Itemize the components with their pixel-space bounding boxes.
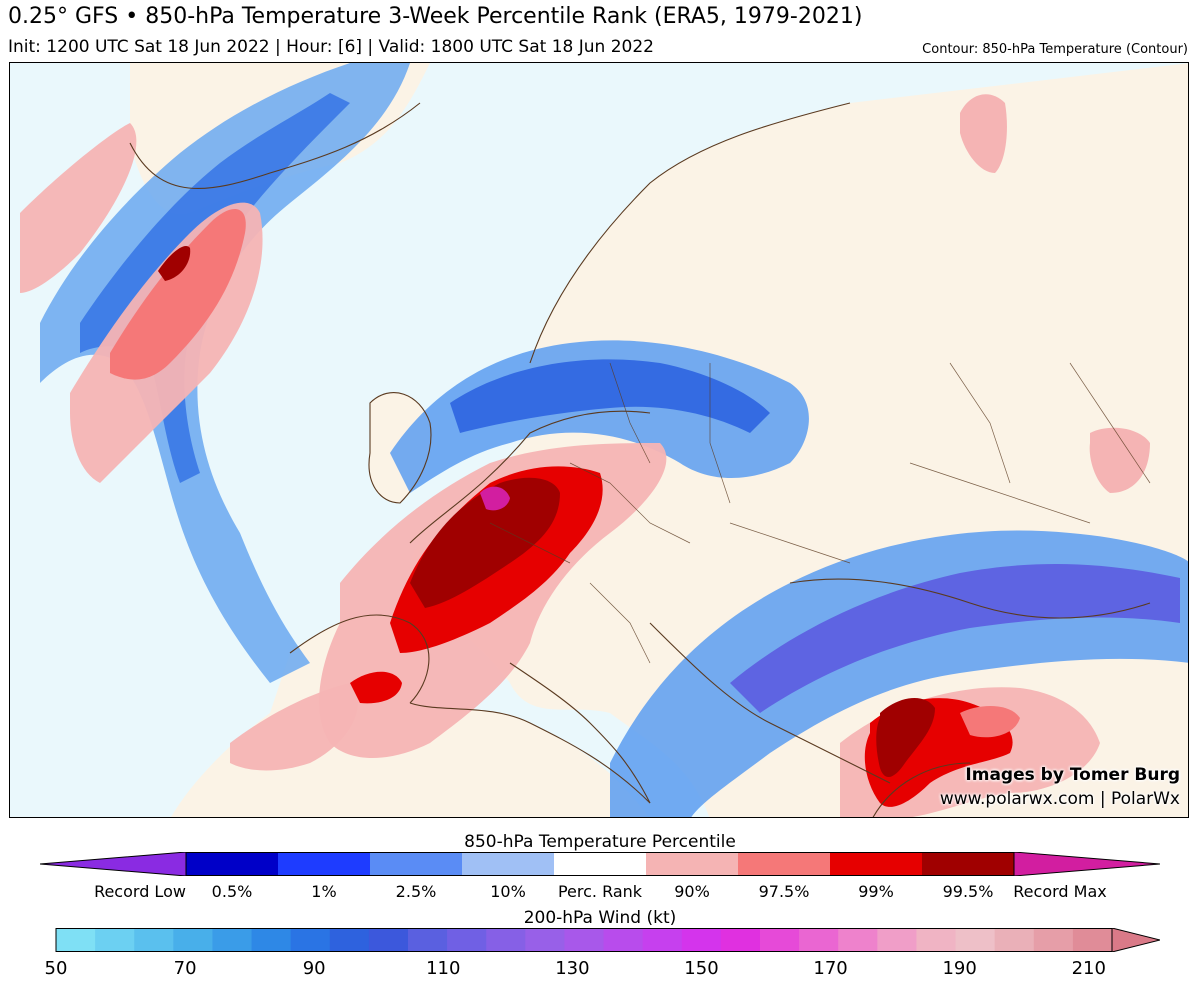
- wind-segment-22: [916, 928, 957, 952]
- wind-segment-3: [173, 928, 213, 952]
- wind-tick-label: 130: [555, 958, 590, 979]
- credit-website[interactable]: www.polarwx.com | PolarWx: [939, 789, 1180, 809]
- coastlines: [129, 102, 1151, 817]
- wind-segment-13: [564, 928, 605, 952]
- percentile-tick-label: Record Low: [94, 882, 186, 901]
- warm-anomaly-west-europe-max: [410, 477, 560, 608]
- percentile-tick-label: 2.5%: [395, 882, 437, 901]
- wind-segment-10: [447, 928, 487, 952]
- warm-anomaly-caspian: [960, 706, 1020, 738]
- cold-anomaly-greenland-core: [80, 93, 350, 483]
- wind-segment-4: [212, 928, 253, 952]
- wind-tick-label: 190: [942, 958, 977, 979]
- wind-tick-label: 110: [426, 958, 461, 979]
- wind-segment-12: [525, 928, 565, 952]
- percentile-segment-5: [554, 852, 647, 876]
- map-subtitle: Init: 1200 UTC Sat 18 Jun 2022 | Hour: […: [8, 37, 654, 57]
- wind-segment-8: [368, 928, 409, 952]
- percentile-segment-0: [40, 852, 187, 876]
- wind-colorbar: [55, 928, 1160, 952]
- cold-anomaly-east-core: [730, 563, 1180, 713]
- warm-anomaly-record-max: [480, 486, 510, 511]
- country-borders: [489, 362, 1151, 664]
- percentile-segment-9: [922, 852, 1015, 876]
- percentile-segment-8: [830, 852, 923, 876]
- wind-colorbar-border: [55, 928, 1113, 952]
- wind-tick-label: 90: [302, 958, 326, 979]
- wind-tick-label: 210: [1071, 958, 1106, 979]
- percentile-tick-label: 0.5%: [211, 882, 253, 901]
- wind-segment-18: [760, 928, 800, 952]
- percentile-tick-label: 97.5%: [758, 882, 810, 901]
- percentile-tick-label: Perc. Rank: [557, 882, 643, 901]
- wind-segment-20: [838, 928, 878, 952]
- warm-anomaly-labrador: [20, 123, 137, 293]
- wind-tick-label: 50: [44, 958, 68, 979]
- percentile-segment-4: [462, 852, 555, 876]
- wind-segment-17: [720, 928, 761, 952]
- wind-segment-11: [486, 928, 526, 952]
- wind-segment-9: [408, 928, 448, 952]
- warm-anomaly-middle-east-max: [876, 697, 935, 778]
- wind-segment-14: [603, 928, 644, 952]
- percentile-segment-10: [1013, 852, 1160, 876]
- wind-segment-7: [329, 928, 370, 952]
- wind-tick-label: 170: [813, 958, 848, 979]
- wind-segment-5: [251, 928, 292, 952]
- wind-segment-16: [681, 928, 722, 952]
- wind-segment-25: [1033, 928, 1074, 952]
- map-canvas: [10, 63, 1188, 817]
- percentile-tick-label: Record Max: [1013, 882, 1107, 901]
- percentile-colorbar-border: [185, 852, 1015, 876]
- map-panel[interactable]: Images by Tomer Burg www.polarwx.com | P…: [9, 62, 1189, 818]
- wind-segment-27: [1111, 928, 1160, 952]
- wind-segment-15: [642, 928, 683, 952]
- wind-tick-label: 70: [173, 958, 197, 979]
- wind-segment-19: [799, 928, 839, 952]
- percentile-segment-7: [738, 852, 831, 876]
- warm-anomaly-north-africa: [230, 683, 358, 771]
- wind-segment-23: [955, 928, 996, 952]
- wind-segment-1: [95, 928, 135, 952]
- cold-anomaly-greenland: [40, 63, 410, 683]
- wind-segment-2: [134, 928, 174, 952]
- map-title: 0.25° GFS • 850-hPa Temperature 3-Week P…: [8, 4, 863, 29]
- percentile-tick-label: 99%: [858, 882, 894, 901]
- warm-anomaly-russia: [1089, 427, 1150, 493]
- warm-anomaly-atlantic-max: [158, 245, 191, 281]
- wind-segment-24: [994, 928, 1035, 952]
- percentile-colorbar: [40, 852, 1160, 876]
- percentile-segment-2: [278, 852, 371, 876]
- percentile-tick-label: 99.5%: [942, 882, 994, 901]
- warm-anomaly-north-africa-core: [350, 671, 402, 704]
- wind-segment-0: [56, 928, 96, 952]
- wind-segment-21: [877, 928, 917, 952]
- wind-colorbar-title: 200-hPa Wind (kt): [523, 908, 677, 928]
- wind-segment-6: [290, 928, 331, 952]
- cold-anomaly-north-europe-core: [450, 359, 770, 433]
- percentile-colorbar-title: 850-hPa Temperature Percentile: [464, 832, 736, 852]
- wind-tick-label: 150: [684, 958, 719, 979]
- percentile-segment-6: [646, 852, 739, 876]
- percentile-tick-label: 10%: [490, 882, 526, 901]
- percentile-segment-3: [370, 852, 463, 876]
- warm-anomaly-east-siberia: [960, 94, 1007, 173]
- credit-author: Images by Tomer Burg: [965, 765, 1180, 785]
- contour-note: Contour: 850-hPa Temperature (Contour): [922, 42, 1188, 57]
- percentile-tick-label: 1%: [311, 882, 337, 901]
- percentile-segment-1: [186, 852, 279, 876]
- warm-anomaly-atlantic-core: [110, 209, 246, 380]
- wind-segment-26: [1072, 928, 1113, 952]
- percentile-tick-label: 90%: [674, 882, 710, 901]
